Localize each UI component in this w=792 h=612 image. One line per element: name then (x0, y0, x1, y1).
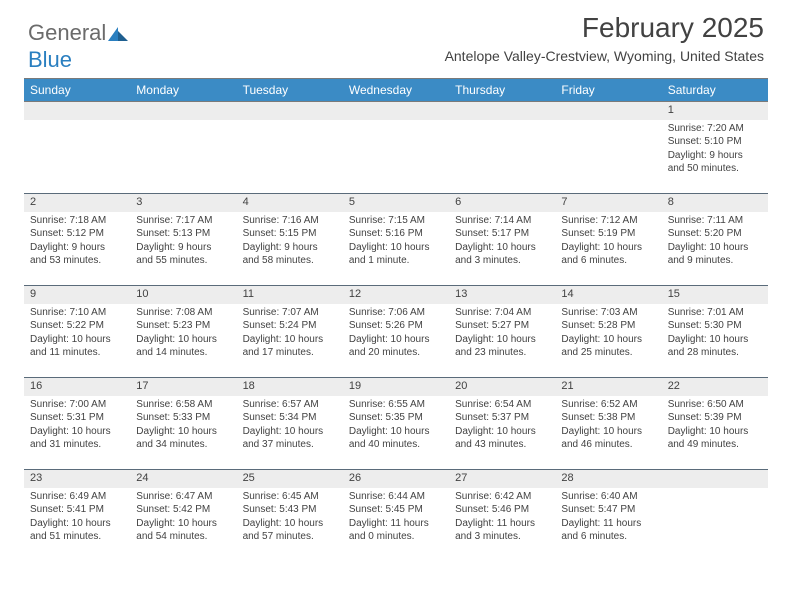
day-number: 14 (555, 286, 661, 304)
logo-shape-icon (108, 21, 128, 47)
day-detail: Sunrise: 7:08 AM Sunset: 5:23 PM Dayligh… (130, 304, 236, 378)
day-number (449, 102, 555, 120)
day-detail (555, 120, 661, 194)
day-detail (343, 120, 449, 194)
day-number: 27 (449, 470, 555, 488)
day-detail: Sunrise: 7:18 AM Sunset: 5:12 PM Dayligh… (24, 212, 130, 286)
day-number: 11 (237, 286, 343, 304)
day-detail: Sunrise: 7:17 AM Sunset: 5:13 PM Dayligh… (130, 212, 236, 286)
day-detail: Sunrise: 6:44 AM Sunset: 5:45 PM Dayligh… (343, 488, 449, 562)
day-number: 15 (662, 286, 768, 304)
day-number: 26 (343, 470, 449, 488)
day-number (237, 102, 343, 120)
detail-row: Sunrise: 7:00 AM Sunset: 5:31 PM Dayligh… (24, 396, 768, 470)
day-number: 4 (237, 194, 343, 212)
day-detail: Sunrise: 6:54 AM Sunset: 5:37 PM Dayligh… (449, 396, 555, 470)
day-number (130, 102, 236, 120)
day-detail: Sunrise: 6:42 AM Sunset: 5:46 PM Dayligh… (449, 488, 555, 562)
calendar-body: 1Sunrise: 7:20 AM Sunset: 5:10 PM Daylig… (24, 102, 768, 562)
daynum-row: 2345678 (24, 194, 768, 212)
day-detail: Sunrise: 6:49 AM Sunset: 5:41 PM Dayligh… (24, 488, 130, 562)
page-title: February 2025 (445, 12, 764, 44)
calendar-table: Sunday Monday Tuesday Wednesday Thursday… (24, 78, 768, 562)
daynum-row: 1 (24, 102, 768, 120)
day-detail (662, 488, 768, 562)
day-number (555, 102, 661, 120)
day-number: 20 (449, 378, 555, 396)
day-number: 16 (24, 378, 130, 396)
daynum-row: 232425262728 (24, 470, 768, 488)
day-header: Thursday (449, 79, 555, 102)
day-detail: Sunrise: 7:01 AM Sunset: 5:30 PM Dayligh… (662, 304, 768, 378)
day-detail: Sunrise: 7:14 AM Sunset: 5:17 PM Dayligh… (449, 212, 555, 286)
day-header: Wednesday (343, 79, 449, 102)
day-number (343, 102, 449, 120)
day-number: 28 (555, 470, 661, 488)
day-number: 12 (343, 286, 449, 304)
day-header: Monday (130, 79, 236, 102)
day-detail (130, 120, 236, 194)
day-detail: Sunrise: 7:06 AM Sunset: 5:26 PM Dayligh… (343, 304, 449, 378)
day-number: 9 (24, 286, 130, 304)
day-detail: Sunrise: 7:15 AM Sunset: 5:16 PM Dayligh… (343, 212, 449, 286)
detail-row: Sunrise: 6:49 AM Sunset: 5:41 PM Dayligh… (24, 488, 768, 562)
page-subtitle: Antelope Valley-Crestview, Wyoming, Unit… (445, 48, 764, 64)
day-number: 7 (555, 194, 661, 212)
day-detail: Sunrise: 6:52 AM Sunset: 5:38 PM Dayligh… (555, 396, 661, 470)
day-number: 8 (662, 194, 768, 212)
day-number: 22 (662, 378, 768, 396)
day-number: 17 (130, 378, 236, 396)
day-detail (449, 120, 555, 194)
logo: General Blue (28, 20, 128, 73)
day-detail: Sunrise: 6:57 AM Sunset: 5:34 PM Dayligh… (237, 396, 343, 470)
day-number: 5 (343, 194, 449, 212)
day-detail: Sunrise: 7:11 AM Sunset: 5:20 PM Dayligh… (662, 212, 768, 286)
day-detail: Sunrise: 7:04 AM Sunset: 5:27 PM Dayligh… (449, 304, 555, 378)
day-detail (237, 120, 343, 194)
day-number: 13 (449, 286, 555, 304)
day-detail: Sunrise: 7:10 AM Sunset: 5:22 PM Dayligh… (24, 304, 130, 378)
logo-text-general: General (28, 20, 106, 45)
logo-text-blue: Blue (28, 47, 72, 72)
day-detail: Sunrise: 7:16 AM Sunset: 5:15 PM Dayligh… (237, 212, 343, 286)
day-number: 6 (449, 194, 555, 212)
day-header: Sunday (24, 79, 130, 102)
header-right: February 2025 Antelope Valley-Crestview,… (445, 12, 764, 64)
detail-row: Sunrise: 7:20 AM Sunset: 5:10 PM Dayligh… (24, 120, 768, 194)
day-detail: Sunrise: 7:00 AM Sunset: 5:31 PM Dayligh… (24, 396, 130, 470)
day-number: 25 (237, 470, 343, 488)
day-header: Friday (555, 79, 661, 102)
day-header: Saturday (662, 79, 768, 102)
day-number: 1 (662, 102, 768, 120)
day-number: 18 (237, 378, 343, 396)
day-detail: Sunrise: 6:40 AM Sunset: 5:47 PM Dayligh… (555, 488, 661, 562)
day-detail: Sunrise: 7:20 AM Sunset: 5:10 PM Dayligh… (662, 120, 768, 194)
daynum-row: 16171819202122 (24, 378, 768, 396)
day-number: 3 (130, 194, 236, 212)
day-number: 2 (24, 194, 130, 212)
day-number: 23 (24, 470, 130, 488)
detail-row: Sunrise: 7:10 AM Sunset: 5:22 PM Dayligh… (24, 304, 768, 378)
day-detail: Sunrise: 6:50 AM Sunset: 5:39 PM Dayligh… (662, 396, 768, 470)
day-detail: Sunrise: 6:58 AM Sunset: 5:33 PM Dayligh… (130, 396, 236, 470)
day-number (24, 102, 130, 120)
day-detail: Sunrise: 7:07 AM Sunset: 5:24 PM Dayligh… (237, 304, 343, 378)
day-detail: Sunrise: 7:12 AM Sunset: 5:19 PM Dayligh… (555, 212, 661, 286)
day-number (662, 470, 768, 488)
detail-row: Sunrise: 7:18 AM Sunset: 5:12 PM Dayligh… (24, 212, 768, 286)
day-header-row: Sunday Monday Tuesday Wednesday Thursday… (24, 79, 768, 102)
day-detail (24, 120, 130, 194)
day-detail: Sunrise: 7:03 AM Sunset: 5:28 PM Dayligh… (555, 304, 661, 378)
day-detail: Sunrise: 6:45 AM Sunset: 5:43 PM Dayligh… (237, 488, 343, 562)
day-number: 19 (343, 378, 449, 396)
day-header: Tuesday (237, 79, 343, 102)
day-number: 24 (130, 470, 236, 488)
daynum-row: 9101112131415 (24, 286, 768, 304)
day-detail: Sunrise: 6:55 AM Sunset: 5:35 PM Dayligh… (343, 396, 449, 470)
day-number: 10 (130, 286, 236, 304)
day-number: 21 (555, 378, 661, 396)
day-detail: Sunrise: 6:47 AM Sunset: 5:42 PM Dayligh… (130, 488, 236, 562)
